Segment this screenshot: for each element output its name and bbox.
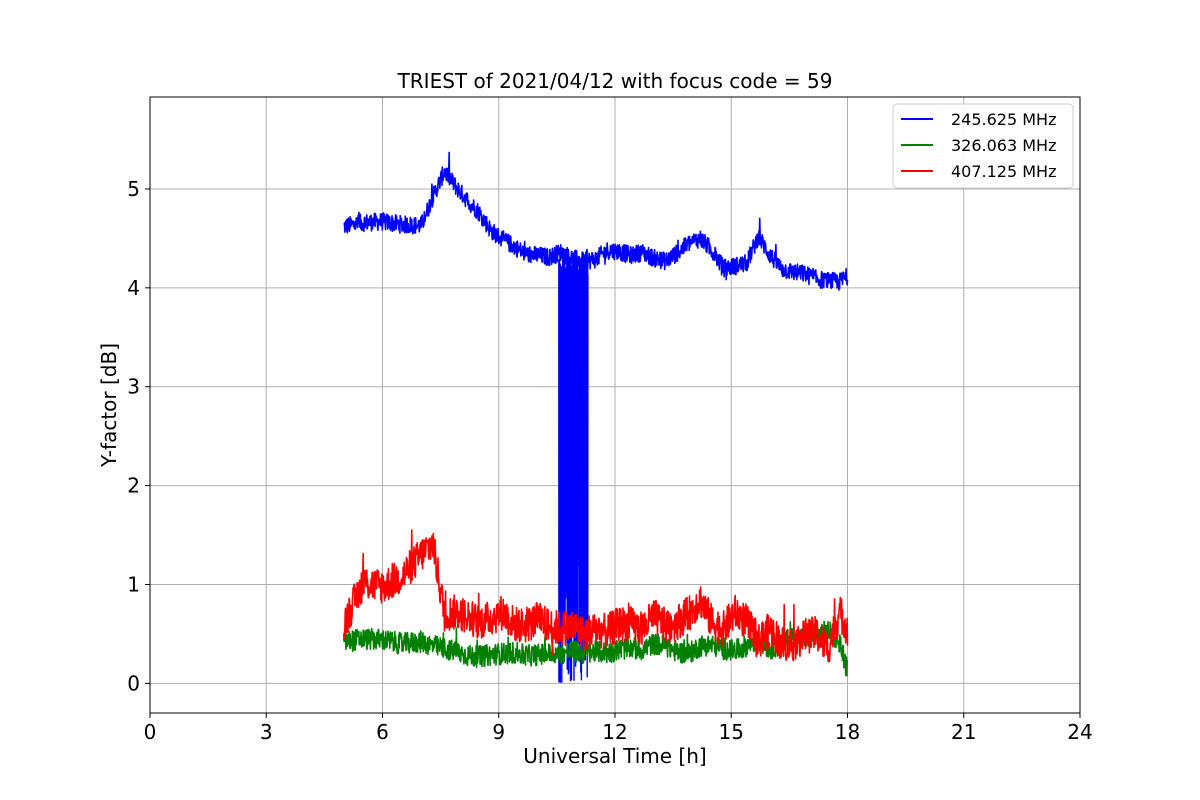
x-tick-label: 21 [951,720,976,744]
x-tick-label: 9 [492,720,505,744]
y-tick-label: 2 [127,474,140,498]
y-tick-label: 5 [127,177,140,201]
series-lines [343,151,849,683]
deep-fade-oscillation [558,258,589,683]
x-axis-label: Universal Time [h] [523,744,706,768]
x-tick-label: 0 [144,720,157,744]
x-tick-label: 12 [602,720,627,744]
legend-label: 326.063 MHz [951,136,1056,155]
x-tick-label: 3 [260,720,273,744]
legend-label: 245.625 MHz [951,110,1056,129]
legend-label: 407.125 MHz [951,162,1056,181]
x-tick-label: 24 [1067,720,1092,744]
y-tick-label: 1 [127,572,140,596]
x-tick-label: 18 [835,720,860,744]
y-tick-label: 4 [127,276,140,300]
y-tick-label: 0 [127,671,140,695]
y-tick-label: 3 [127,375,140,399]
chart-title: TRIEST of 2021/04/12 with focus code = 5… [397,69,833,93]
y-axis-label: Y-factor [dB] [97,343,121,468]
legend: 245.625 MHz 326.063 MHz 407.125 MHz [892,103,1074,189]
grid-lines [149,97,1081,713]
series-line-407-125-mhz [343,529,849,663]
x-tick-label: 6 [376,720,389,744]
series-line-245-625-mhz [343,151,849,291]
plot-area [343,151,849,683]
x-tick-label: 15 [719,720,744,744]
legend-box [892,103,1074,189]
